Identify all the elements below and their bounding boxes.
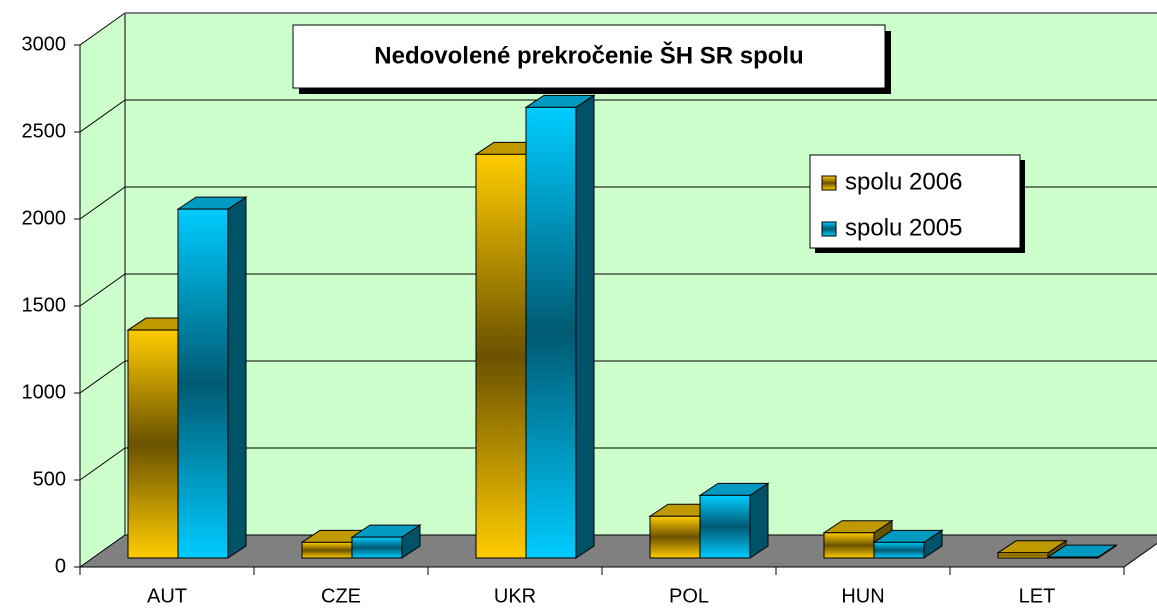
y-tick-label: 2500 — [22, 120, 67, 142]
x-tick-label: HUN — [841, 585, 884, 607]
legend-label: spolu 2006 — [845, 168, 962, 195]
legend-box — [809, 154, 1021, 249]
bar-front — [997, 552, 1049, 559]
grid-line — [79, 447, 126, 481]
y-tick-label: 1000 — [22, 381, 67, 403]
grid-line — [79, 186, 126, 220]
chart-title: Nedovolené prekročenie ŠH SR spolu — [374, 41, 803, 69]
bar-side — [749, 482, 769, 559]
bar-front — [127, 329, 179, 559]
bar — [698, 482, 770, 559]
y-tick-label: 0 — [55, 555, 66, 577]
bar — [176, 196, 248, 559]
y-tick-label: 500 — [33, 468, 66, 490]
bar-front — [823, 532, 875, 559]
bar-front — [873, 541, 925, 559]
bar — [872, 529, 944, 559]
y-tick-label: 2000 — [22, 207, 67, 229]
legend-swatch — [821, 221, 837, 237]
x-tick-label: CZE — [321, 585, 361, 607]
grid-line — [79, 360, 126, 394]
bar — [996, 539, 1068, 559]
bar-front — [475, 153, 527, 559]
bar-front — [525, 106, 577, 559]
grid-line — [79, 273, 126, 307]
bar-front — [177, 208, 229, 559]
y-tick-label: 1500 — [22, 294, 67, 316]
bar — [350, 524, 422, 559]
bar-front — [649, 515, 701, 559]
legend-label: spolu 2005 — [845, 214, 962, 241]
x-tick-label: POL — [669, 585, 709, 607]
x-tick-label: AUT — [147, 585, 187, 607]
bar — [524, 94, 596, 559]
grid-line — [79, 12, 126, 46]
bar-front — [351, 536, 403, 559]
bar-side — [227, 196, 247, 559]
legend-swatch — [821, 175, 837, 191]
x-tick-label: LET — [1019, 585, 1056, 607]
bar — [1046, 544, 1118, 559]
bar-front — [1047, 556, 1099, 559]
grid-line — [79, 99, 126, 133]
x-tick-label: UKR — [494, 585, 536, 607]
plot-wall — [80, 14, 1157, 567]
y-tick-label: 3000 — [22, 33, 67, 55]
title-box — [292, 24, 886, 89]
bar-side — [575, 94, 595, 559]
bar-front — [699, 494, 751, 559]
bar-front — [301, 541, 353, 559]
